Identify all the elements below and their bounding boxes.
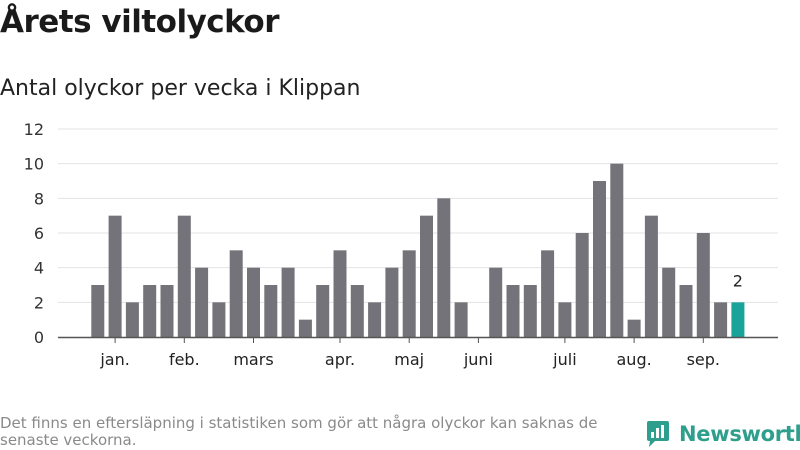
bar	[125, 302, 139, 337]
chart-title: Årets viltolyckor	[0, 4, 280, 40]
x-tick-label: jan.	[99, 350, 129, 369]
bar	[696, 233, 710, 337]
bar	[506, 285, 520, 337]
bar	[437, 198, 451, 337]
bar-current-week	[731, 302, 745, 337]
bar	[454, 302, 468, 337]
bar	[558, 302, 572, 337]
brand-name: Newsworthy	[679, 422, 800, 446]
x-tick-label: feb.	[169, 350, 200, 369]
x-tick-label: juni	[463, 350, 493, 369]
bar	[420, 215, 433, 337]
x-tick-label: juli	[552, 350, 576, 369]
bar	[610, 163, 624, 337]
y-tick-label: 12	[24, 120, 44, 139]
bar	[333, 250, 347, 337]
x-tick-label: apr.	[325, 350, 355, 369]
bar	[662, 267, 676, 337]
y-tick-label: 2	[34, 293, 44, 312]
bar	[402, 250, 416, 337]
bar	[91, 285, 105, 337]
x-tick-label: aug.	[617, 350, 652, 369]
y-tick-label: 4	[34, 259, 44, 278]
bar	[644, 215, 658, 337]
bar	[593, 181, 606, 337]
bar	[385, 267, 399, 337]
bar	[143, 285, 157, 337]
bar	[177, 215, 191, 337]
bar	[160, 285, 174, 337]
bar	[541, 250, 555, 337]
bar	[679, 285, 693, 337]
bar-chart: 0 2 4 6 8 10 12 2 jan. feb. mars apr. maj juni juli aug…	[24, 120, 778, 369]
y-tick-label: 10	[24, 155, 44, 174]
chart-subtitle: Antal olyckor per vecka i Klippan	[0, 76, 361, 101]
y-tick-label: 0	[34, 328, 44, 347]
bar	[108, 215, 122, 337]
x-tick-label: maj	[394, 350, 424, 369]
bar	[247, 267, 260, 337]
footnote: Det finns en eftersläpning i statistiken…	[0, 414, 598, 449]
bar	[350, 285, 364, 337]
bar	[229, 250, 243, 337]
bar	[523, 285, 537, 337]
bar	[368, 302, 382, 337]
y-tick-label: 6	[34, 224, 44, 243]
bar	[316, 285, 330, 337]
bar	[264, 285, 278, 337]
x-tick-label: sep.	[687, 350, 720, 369]
bar	[212, 302, 226, 337]
bar	[298, 319, 312, 337]
bar	[714, 302, 728, 337]
bar-value-label: 2	[733, 271, 743, 290]
bar	[575, 233, 589, 337]
bar	[627, 319, 641, 337]
bar	[281, 267, 295, 337]
bar	[489, 267, 503, 337]
bar	[195, 267, 209, 337]
newsworthy-logo-icon	[647, 421, 669, 447]
y-tick-label: 8	[34, 189, 44, 208]
x-tick-label: mars	[233, 350, 273, 369]
brand: Newsworthy	[645, 420, 800, 448]
